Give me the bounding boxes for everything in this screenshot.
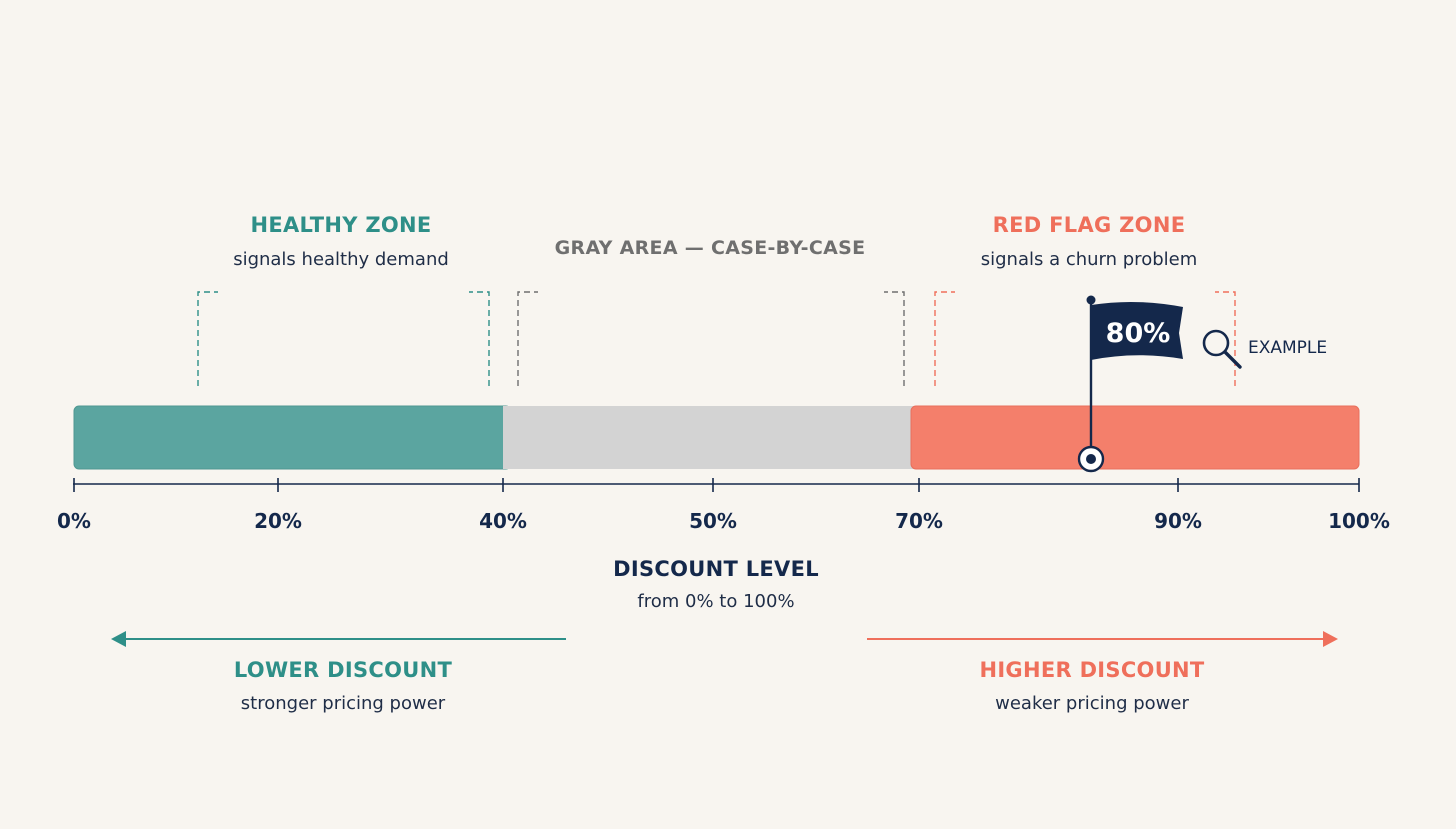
gray-bracket-left [517, 291, 538, 386]
healthy-zone-segment [73, 405, 512, 470]
flag-pole-top [1086, 295, 1096, 305]
gray-zone-title: GRAY AREA — CASE-BY-CASE [555, 237, 866, 259]
axis-tick-label: 100% [1328, 509, 1390, 533]
red-bracket-left [934, 291, 955, 386]
axis-subtitle: from 0% to 100% [637, 591, 794, 612]
discount-bar [73, 405, 1360, 470]
arrow-right-icon [867, 631, 1338, 647]
marker-point-center [1086, 454, 1096, 464]
flag-icon [1091, 301, 1183, 360]
red-bracket-right [1215, 291, 1236, 386]
axis-tick-label: 0% [57, 509, 91, 533]
example-label: EXAMPLE [1248, 338, 1327, 358]
discount-axis: 0% 20% 40% 50% 70% 90% 100% [57, 478, 1390, 533]
healthy-bracket-right [469, 291, 490, 386]
higher-discount-title: HIGHER DISCOUNT [979, 658, 1204, 682]
healthy-bracket-left [197, 291, 218, 386]
marker-value-label: 80% [1106, 318, 1171, 349]
axis-title: DISCOUNT LEVEL [613, 557, 819, 581]
healthy-zone-subtitle: signals healthy demand [233, 249, 449, 270]
axis-tick-label: 70% [895, 509, 943, 533]
red-zone-subtitle: signals a churn problem [981, 249, 1198, 270]
example-marker: 80% [1077, 295, 1183, 473]
magnifier-icon [1202, 329, 1242, 369]
arrow-left-icon [111, 631, 566, 647]
red-zone-segment [910, 405, 1360, 470]
axis-tick-label: 40% [479, 509, 527, 533]
axis-tick-label: 90% [1154, 509, 1202, 533]
gray-zone-segment [503, 406, 919, 469]
lower-discount-subtitle: stronger pricing power [241, 693, 446, 714]
axis-tick-label: 50% [689, 509, 737, 533]
lower-discount-title: LOWER DISCOUNT [234, 658, 453, 682]
higher-discount-subtitle: weaker pricing power [995, 693, 1189, 714]
healthy-zone-title: HEALTHY ZONE [250, 213, 431, 237]
zone-brackets [197, 291, 1236, 386]
red-zone-title: RED FLAG ZONE [993, 213, 1186, 237]
gray-bracket-right [884, 291, 905, 386]
axis-tick-label: 20% [254, 509, 302, 533]
